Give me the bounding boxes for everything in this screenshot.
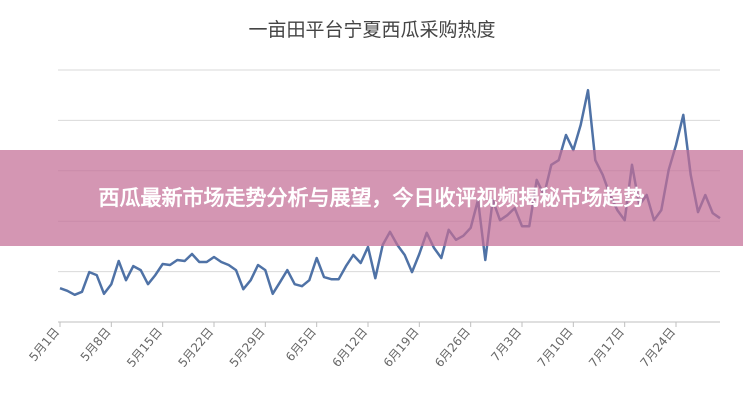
chart-title: 一亩田平台宁夏西瓜采购热度 xyxy=(248,19,495,41)
x-tick-label: 5月29日 xyxy=(227,325,268,370)
x-tick-label: 5月8日 xyxy=(78,325,114,364)
x-tick-label: 5月15日 xyxy=(124,325,165,370)
x-tick-label: 5月1日 xyxy=(26,325,62,364)
banner: 西瓜最新市场走势分析与展望，今日收评视频揭秘市场趋势 xyxy=(0,150,743,246)
x-tick-label: 7月24日 xyxy=(637,325,678,370)
x-tick-label: 6月19日 xyxy=(381,325,422,370)
x-tick-label: 6月26日 xyxy=(432,325,473,370)
x-tick-label: 7月17日 xyxy=(586,325,627,370)
x-tick-label: 6月12日 xyxy=(329,325,370,370)
x-tick-label: 7月10日 xyxy=(535,325,576,370)
banner-text: 西瓜最新市场走势分析与展望，今日收评视频揭秘市场趋势 xyxy=(98,186,645,210)
x-tick-label: 7月3日 xyxy=(488,325,524,364)
x-tick-label: 6月5日 xyxy=(283,325,319,364)
x-tick-label: 5月22日 xyxy=(175,325,216,370)
